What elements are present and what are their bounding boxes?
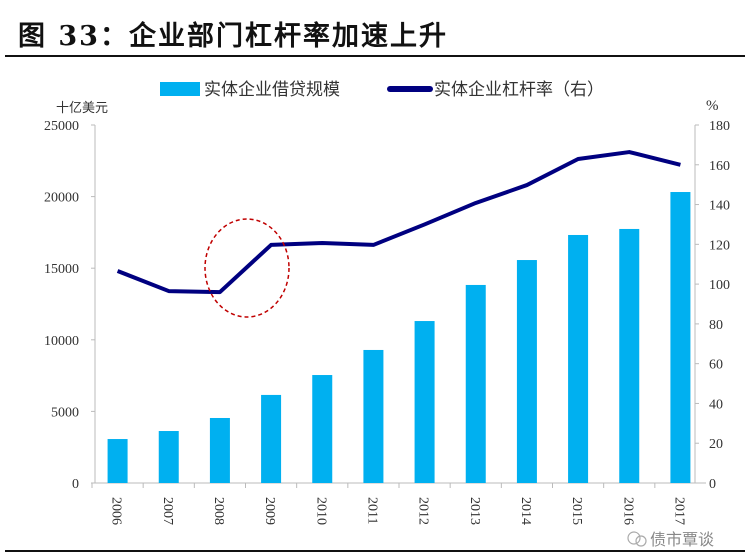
legend-bar-label: 实体企业借贷规模 (204, 80, 340, 99)
x-tick-label: 2017 (671, 497, 686, 525)
x-tick-label: 2011 (364, 497, 379, 524)
y-axis-label: 十亿美元 (56, 100, 108, 115)
y-tick-label: 15000 (44, 262, 79, 277)
figure-title: 图 33：企业部门杠杆率加速上升 (18, 21, 448, 52)
bar-2011 (363, 349, 384, 483)
bar-2007 (158, 431, 179, 483)
legend-bar-swatch (160, 82, 200, 96)
bar-2013 (465, 284, 486, 483)
y-tick-label: 0 (72, 477, 79, 492)
legend-line-label: 实体企业杠杆率（右） (434, 80, 604, 99)
bar-2006 (107, 439, 128, 483)
bar-2008 (209, 417, 230, 483)
y2-tick-label: 80 (709, 318, 723, 333)
y2-tick-label: 20 (709, 437, 723, 452)
bar-2017 (670, 192, 691, 484)
wechat-icon (627, 531, 647, 547)
x-tick-label: 2006 (109, 497, 124, 525)
y2-tick-label: 140 (709, 199, 730, 214)
bar-2009 (261, 394, 282, 483)
y2-tick-label: 0 (709, 477, 716, 492)
y-tick-label: 25000 (44, 119, 79, 134)
y2-tick-label: 180 (709, 119, 730, 134)
x-tick-label: 2010 (313, 497, 328, 525)
y2-tick-label: 40 (709, 397, 723, 412)
y2-tick-label: 160 (709, 159, 730, 174)
bottom-rule (5, 550, 745, 552)
x-tick-label: 2014 (518, 497, 533, 525)
highlight-ellipse (204, 218, 290, 318)
leverage-line (116, 150, 681, 295)
x-tick-label: 2013 (467, 497, 482, 525)
x-tick-label: 2016 (620, 497, 635, 525)
y2-tick-label: 60 (709, 358, 723, 373)
y-tick-label: 5000 (51, 405, 79, 420)
x-tick-label: 2008 (211, 497, 226, 525)
top-rule (5, 55, 745, 57)
x-tick-label: 2012 (416, 497, 431, 525)
x-tick-label: 2007 (160, 497, 175, 525)
y2-tick-label: 120 (709, 238, 730, 253)
bar-2015 (568, 234, 589, 483)
bar-2010 (312, 375, 333, 483)
watermark: 债市覃谈 (650, 531, 714, 549)
x-tick-label: 2009 (262, 497, 277, 525)
y-tick-label: 10000 (44, 334, 79, 349)
bar-2014 (516, 260, 537, 483)
bar-2012 (414, 321, 435, 483)
y2-axis-label: % (706, 98, 719, 114)
x-tick-label: 2015 (569, 497, 584, 525)
y-tick-label: 20000 (44, 191, 79, 206)
y2-tick-label: 100 (709, 278, 730, 293)
bar-2016 (619, 228, 640, 483)
